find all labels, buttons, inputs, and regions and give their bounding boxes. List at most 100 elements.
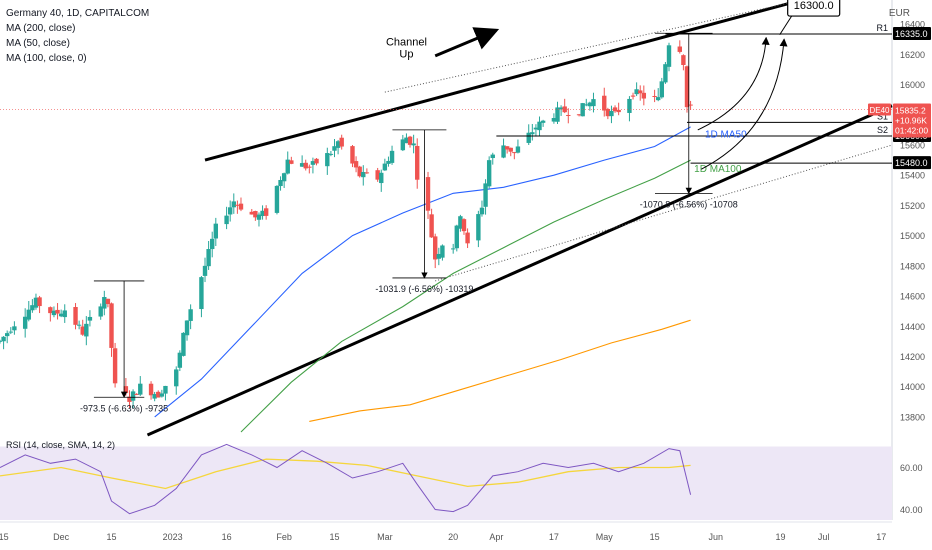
candle-body <box>440 245 445 258</box>
candle-body <box>400 139 406 151</box>
ma200-line <box>309 319 691 422</box>
candle-body <box>55 309 60 314</box>
candle-body <box>80 326 85 335</box>
candle-body <box>540 120 546 123</box>
candle-body <box>1 336 6 342</box>
candle-body <box>84 323 89 337</box>
candle-body <box>130 391 136 401</box>
candle-body <box>681 55 686 65</box>
candle-body <box>314 158 319 164</box>
price-tick-label: 14600 <box>900 292 925 302</box>
candle-body <box>389 150 395 163</box>
candle-body <box>584 104 589 106</box>
candle-body <box>566 114 571 116</box>
candle-body <box>627 98 632 113</box>
rsi-label: RSI (14, close, SMA, 14, 2) <box>6 440 115 450</box>
candle-body <box>0 340 3 342</box>
candle-body <box>224 215 229 225</box>
candle-body <box>411 143 416 146</box>
candle-body <box>123 386 129 394</box>
candle-body <box>30 305 35 311</box>
candle-body <box>602 95 607 111</box>
legend-ma200[interactable]: MA (200, close) <box>6 23 76 34</box>
candle-body <box>425 177 431 211</box>
time-tick-label: Jul <box>818 532 830 542</box>
candle-body <box>461 219 467 232</box>
candle-body <box>684 66 690 108</box>
candle-body <box>184 320 190 336</box>
candle-body <box>152 394 157 399</box>
candle-body <box>260 210 265 217</box>
current-price-change: +10.96K <box>895 115 927 125</box>
candle-body <box>415 145 420 180</box>
candle-body <box>210 238 215 250</box>
candle-body <box>148 383 154 396</box>
candle-body <box>501 145 506 158</box>
candle-body <box>375 170 380 180</box>
candle-body <box>105 298 111 305</box>
rsi-ma-line <box>0 458 691 490</box>
candle-body <box>274 185 280 213</box>
candle-body <box>22 316 28 329</box>
time-tick-label: 17 <box>876 532 886 542</box>
rsi-band <box>0 446 892 520</box>
legend-ma50[interactable]: MA (50, close) <box>6 38 70 49</box>
candle-body <box>504 146 510 150</box>
candle-body <box>188 309 193 321</box>
candle-body <box>663 64 668 83</box>
candle-body <box>73 307 78 325</box>
time-tick-label: 15 <box>0 532 9 542</box>
candle-body <box>112 348 118 384</box>
candle-body <box>656 97 661 101</box>
symbol-title[interactable]: Germany 40, 1D, CAPITALCOM <box>6 8 150 19</box>
indicator-legend: Germany 40, 1D, CAPITALCOM MA (200, clos… <box>6 6 149 66</box>
channel-label: Channel <box>386 36 427 48</box>
candle-body <box>386 160 391 164</box>
candle-body <box>181 332 186 356</box>
candle-body <box>76 324 82 326</box>
symbol-tag-text: DE40 <box>869 106 890 115</box>
candle-body <box>677 46 682 52</box>
currency-label: EUR <box>888 8 910 19</box>
candle-body <box>134 393 139 395</box>
legend-ma100[interactable]: MA (100, close, 0) <box>6 53 87 64</box>
candle-body <box>231 201 236 208</box>
ma50-line <box>154 126 691 418</box>
candle-body <box>533 127 539 130</box>
candle-body <box>253 211 258 218</box>
time-tick-label: 15 <box>650 532 660 542</box>
candle-body <box>26 309 31 320</box>
candle-body <box>109 303 114 348</box>
ma100-annotation: 1D MA100 <box>694 164 742 175</box>
candle-body <box>407 136 413 145</box>
channel-upper-line <box>204 0 808 162</box>
time-tick-label: Apr <box>489 532 503 542</box>
candle-body <box>558 107 564 110</box>
candle-body <box>256 214 262 220</box>
candle-body <box>127 396 132 402</box>
level-label: S1 <box>877 111 888 121</box>
candle-body <box>303 162 308 169</box>
current-price-countdown: 01:42:00 <box>895 125 928 135</box>
time-tick-label: 17 <box>549 532 559 542</box>
candle-body <box>307 166 312 168</box>
candle-body <box>202 265 208 276</box>
time-tick-label: Dec <box>53 532 70 542</box>
price-tick-label: 14000 <box>900 382 925 392</box>
candle-body <box>688 104 693 106</box>
candle-body <box>537 121 542 131</box>
candle-body <box>4 333 10 337</box>
candle-body <box>364 172 370 174</box>
price-tick-label: 13800 <box>900 412 925 422</box>
time-tick-label: Mar <box>377 532 393 542</box>
candle-body <box>238 203 244 210</box>
candle-body <box>526 132 531 143</box>
candle-body <box>616 109 621 113</box>
time-tick-label: Feb <box>276 532 292 542</box>
candle-body <box>249 211 254 215</box>
candle-body <box>281 173 287 182</box>
candle-body <box>436 253 442 259</box>
level-label: S2 <box>877 125 888 135</box>
time-tick-label: May <box>596 532 614 542</box>
